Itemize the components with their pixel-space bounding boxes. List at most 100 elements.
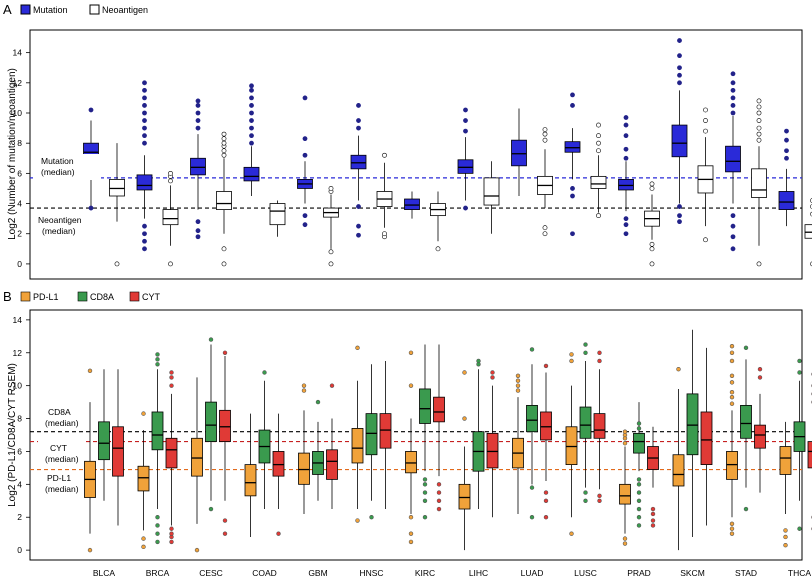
outlier-point (543, 498, 549, 503)
outlier-point (436, 482, 442, 487)
iqr-box (672, 454, 685, 487)
outlier-point (356, 125, 361, 131)
iqr-box (486, 432, 499, 469)
outlier-point (730, 103, 736, 108)
outlier-point (195, 118, 201, 123)
y-tick-label: 14 (13, 48, 23, 58)
box-mutation-gbm (297, 95, 313, 228)
outlier-point (783, 534, 788, 540)
outlier-point (623, 122, 629, 128)
outlier-point (155, 352, 160, 357)
box-neoantigen-hnsc (376, 152, 393, 240)
outlier-point (194, 547, 200, 553)
y-tick-label: 10 (13, 381, 23, 391)
iqr-box (379, 413, 392, 449)
y-tick-label: 12 (13, 348, 23, 358)
outlier-point (730, 71, 736, 77)
outlier-point (463, 205, 468, 211)
outlier-point (155, 357, 160, 362)
x-category-brca: BRCA (146, 568, 170, 578)
outlier-point (141, 536, 146, 541)
outlier-point (87, 368, 93, 374)
box-cd8a-skcm (686, 329, 699, 537)
iqr-box (726, 451, 738, 480)
outlier-point (463, 107, 468, 113)
y-tick-label: 4 (17, 479, 22, 489)
outlier-point (649, 181, 655, 187)
outlier-point (730, 80, 736, 86)
outlier-point (676, 367, 681, 372)
legend-label-cd8a: CD8A (90, 292, 114, 302)
box-cd8a-lusc (579, 342, 592, 503)
outlier-point (677, 72, 682, 78)
outlier-point (328, 249, 334, 255)
outlier-point (142, 110, 147, 116)
x-category-thca: THCA (788, 568, 811, 578)
box-pd-l1-luad (512, 373, 524, 514)
outlier-point (649, 261, 655, 267)
box-neoantigen-brca (162, 170, 179, 267)
outlier-point (623, 231, 629, 237)
outlier-point (169, 526, 174, 531)
iqr-box (433, 396, 445, 423)
outlier-point (757, 367, 763, 372)
outlier-point (408, 350, 414, 355)
outlier-point (797, 358, 802, 364)
outlier-point (756, 261, 762, 267)
ref-label-neoantigen-sub: (median) (42, 226, 76, 236)
outlier-point (355, 518, 360, 523)
box-pd-l1-skcm (672, 367, 685, 551)
outlier-point (169, 531, 174, 536)
iqr-box (618, 178, 634, 191)
outlier-point (756, 137, 762, 143)
outlier-point (302, 222, 308, 228)
ref-label-cd8a: CD8A (48, 407, 71, 417)
outlier-point (142, 125, 147, 131)
outlier-point (649, 246, 655, 252)
outlier-point (155, 523, 160, 528)
iqr-box (190, 157, 206, 176)
box-cd8a-hnsc (365, 364, 378, 520)
box-cd8a-luad (526, 347, 538, 520)
x-category-gbm: GBM (308, 568, 327, 578)
iqr-box (98, 421, 110, 461)
y-tick-label: 2 (17, 512, 22, 522)
outlier-point (729, 401, 735, 406)
box-mutation-thca (778, 128, 795, 227)
iqr-box (564, 141, 581, 153)
iqr-box (511, 139, 527, 167)
outlier-point (142, 238, 147, 244)
panel-b: B PD-L1 CD8A CYT Log2 (PD-L1/CD8A/CYT RS… (3, 289, 812, 561)
outlier-point (88, 205, 94, 211)
iqr-box (565, 426, 578, 466)
outlier-point (622, 536, 628, 541)
outlier-point (542, 127, 548, 133)
outlier-point (436, 498, 442, 503)
outlier-point (249, 95, 254, 101)
ref-label-bg-cd8a (38, 405, 84, 428)
outlier-point (730, 110, 736, 116)
y-tick-label: 6 (17, 168, 22, 178)
x-category-stad: STAD (735, 568, 757, 578)
iqr-box (109, 178, 125, 197)
outlier-point (650, 518, 656, 523)
legend-swatch-cd8a (77, 291, 88, 302)
outlier-point (382, 152, 387, 158)
outlier-point (221, 261, 227, 267)
outlier-point (636, 498, 642, 503)
box-mutation-cesc (190, 98, 206, 240)
x-category-skcm: SKCM (680, 568, 705, 578)
outlier-point (302, 95, 308, 101)
outlier-point (221, 131, 227, 137)
x-category-blca: BLCA (93, 568, 116, 578)
iqr-box (272, 451, 285, 477)
iqr-box (216, 191, 232, 210)
outlier-point (729, 394, 735, 400)
outlier-point (195, 110, 201, 116)
legend-swatch-mutation (20, 4, 31, 15)
box-neoantigen-stad (751, 98, 767, 267)
box-mutation-skcm (671, 38, 688, 225)
outlier-point (208, 337, 214, 342)
outlier-point (262, 370, 267, 375)
